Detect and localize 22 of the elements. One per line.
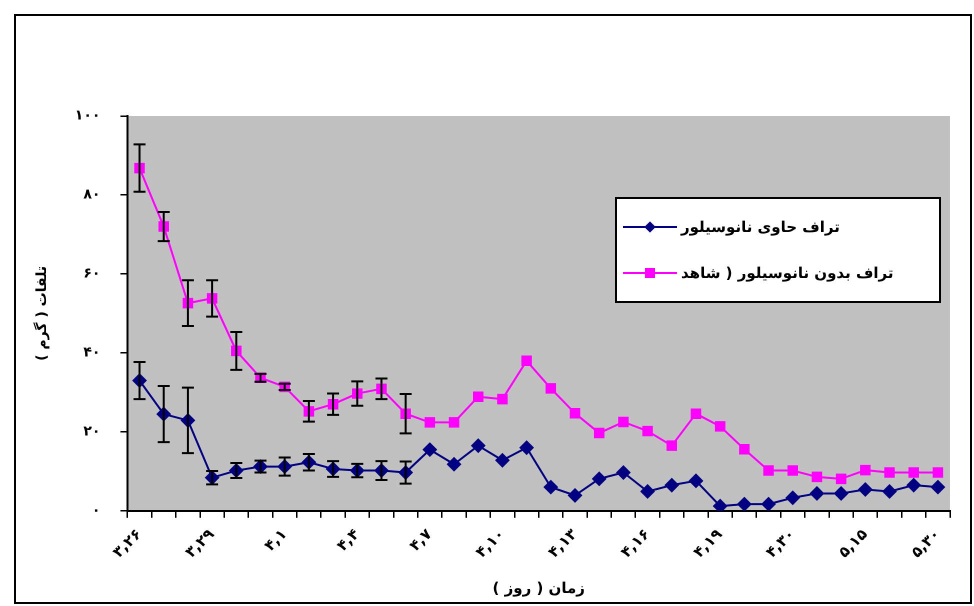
legend-label: تراف حاوی نانوسیلور (681, 218, 840, 236)
y-tick-label: ۰ (92, 502, 100, 518)
x-tick-label: ۴,۱۰ (472, 525, 508, 562)
y-tick-label: ۱۰۰ (74, 108, 100, 124)
x-axis-title: زمان ( روز ) (492, 578, 585, 597)
y-tick-label: ۸۰ (83, 186, 100, 203)
x-tick-label: ۴,۳۰ (762, 525, 798, 562)
x-tick-label: ۴,۷ (406, 525, 436, 555)
y-axis-title: تلفات ( گرم ) (33, 266, 50, 361)
y-tick-label: ۴۰ (83, 344, 100, 361)
x-tick-label: ۵,۱۵ (834, 525, 871, 562)
legend-label: تراف بدون نانوسیلور ( شاهد (681, 264, 894, 282)
y-tick-label: ۶۰ (83, 266, 100, 282)
x-tick-label: ۵,۳۰ (907, 525, 944, 562)
y-tick-label: ۲۰ (83, 424, 100, 440)
x-tick-label: ۳,۲۹ (182, 525, 218, 562)
x-tick-label: ۳,۲۶ (108, 525, 146, 562)
x-tick-label: ۴,۱۹ (690, 525, 726, 562)
x-tick-label: ۴,۱ (260, 525, 290, 555)
x-tick-label: ۴,۱۶ (616, 525, 654, 562)
x-tick-label: ۴,۴ (333, 525, 363, 555)
x-tick-label: ۴,۱۳ (544, 525, 581, 562)
